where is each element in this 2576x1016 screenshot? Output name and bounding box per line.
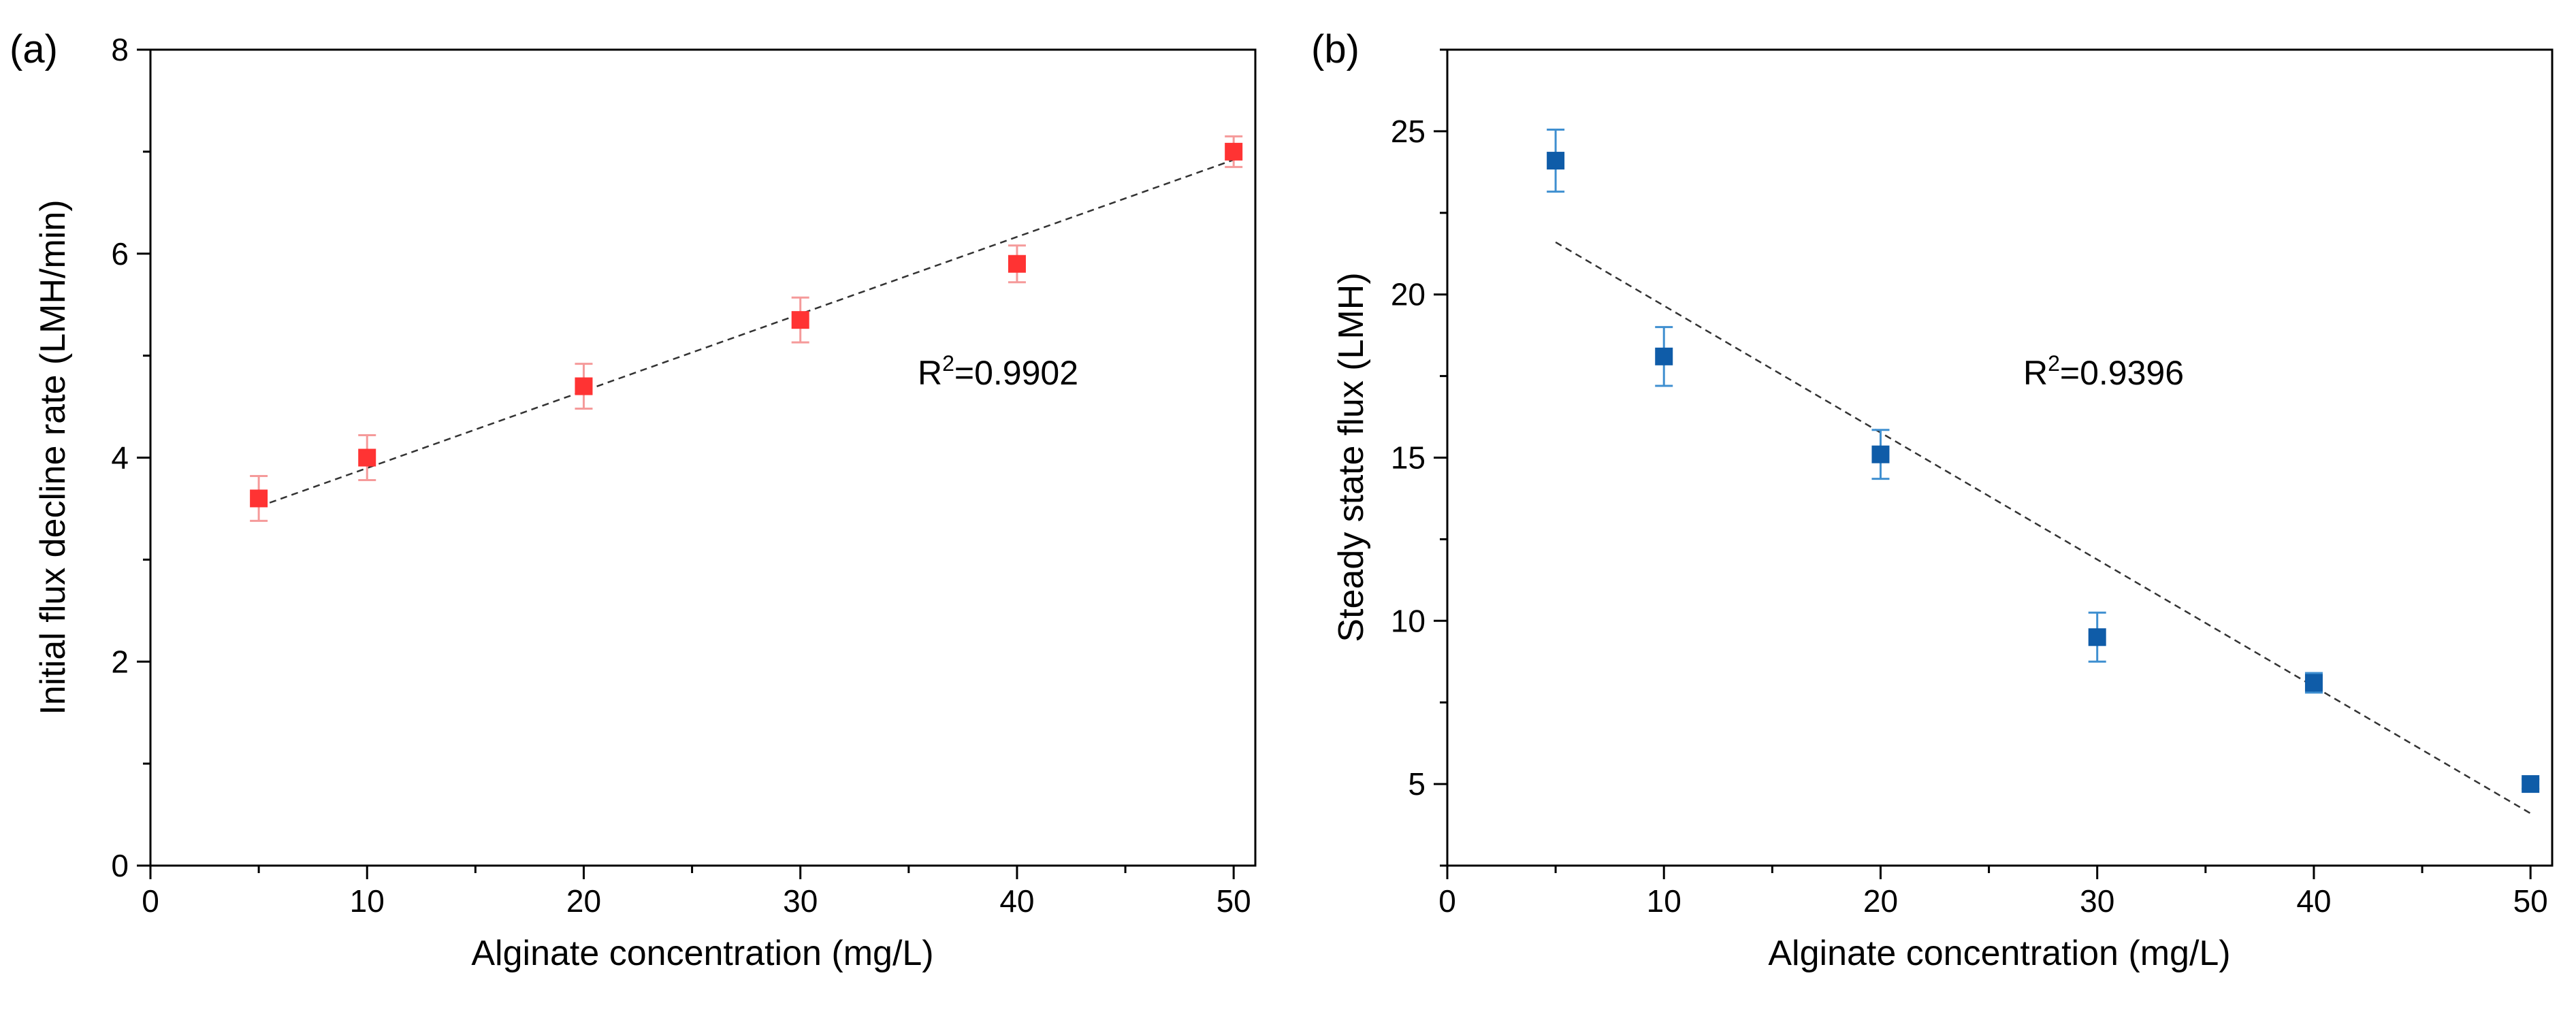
panel-b-y-tick-label: 10 [1391, 603, 1426, 638]
panel-a-y-tick-label: 2 [111, 644, 129, 679]
panel-b-point-layer [1547, 152, 2540, 793]
panel-b: (b) 0 10 20 30 40 50 5 10 15 20 25 Alginate concen… [1311, 27, 2554, 973]
panel-b-fit-layer [1555, 241, 2531, 815]
panel-a-x-tick-label: 40 [999, 883, 1034, 919]
panel-a-y-tick-label: 8 [111, 32, 129, 67]
panel-a-data-point [1225, 142, 1243, 161]
panel-a-y-tick-label: 4 [111, 440, 129, 476]
panel-b-x-tick-label: 20 [1863, 883, 1898, 919]
panel-b-errorbar-layer [1547, 129, 2540, 790]
panel-b-data-point [2088, 628, 2106, 646]
panel-a-y-tick-label: 6 [111, 236, 129, 272]
panel-a-point-layer [250, 142, 1243, 508]
panel-a-errorbar-layer [250, 135, 1243, 522]
panel-b-y-tick-label: 25 [1391, 114, 1426, 149]
panel-a-x-tick-label: 0 [142, 883, 159, 919]
panel-b-r2-sup: 2 [2048, 351, 2060, 376]
panel-a-r2-value: =0.9902 [954, 354, 1078, 392]
panel-a-r2-base: R [918, 354, 942, 392]
panel-b-label: (b) [1311, 27, 1359, 71]
panel-b-fit-line [1555, 241, 2531, 815]
panel-b-x-tick-label: 50 [2513, 883, 2548, 919]
panel-a-data-point [575, 377, 593, 395]
panel-b-tick-layer: 0 10 20 30 40 50 5 10 15 20 25 [1391, 48, 2548, 919]
panel-a-tick-layer: 0 10 20 30 40 50 0 2 4 6 8 [111, 32, 1251, 919]
panel-b-data-point [1871, 445, 1890, 463]
panel-a-fit-line [258, 159, 1234, 508]
panel-a-data-point [250, 489, 268, 508]
panel-a-r2-annotation: R2=0.9902 [918, 351, 1078, 392]
panel-a-y-axis-title: Initial flux decline rate (LMH/min) [33, 199, 73, 715]
panel-a-fit-layer [258, 159, 1234, 508]
panel-a-r2-sup: 2 [942, 351, 954, 376]
panel-b-y-tick-label: 5 [1408, 766, 1426, 802]
panel-a-data-point [791, 311, 809, 329]
panel-b-data-point [1547, 152, 1565, 170]
panel-b-data-point [1655, 347, 1673, 365]
panel-b-y-tick-label: 20 [1391, 277, 1426, 312]
panel-b-r2-annotation: R2=0.9396 [2023, 351, 2184, 392]
panel-b-y-axis-title: Steady state flux (LMH) [1332, 272, 1371, 642]
panel-a-label: (a) [10, 27, 58, 71]
panel-b-r2-base: R [2023, 354, 2048, 392]
panel-a-x-tick-label: 50 [1217, 883, 1251, 919]
panel-b-plot-frame [1446, 48, 2554, 867]
panel-a-data-point [358, 448, 376, 467]
panel-a-data-point [1008, 255, 1026, 273]
panel-a-plot-frame [149, 48, 1257, 867]
panel-b-data-point [2522, 775, 2540, 793]
panel-b-x-tick-label: 40 [2296, 883, 2331, 919]
panel-b-data-point [2304, 674, 2323, 692]
panel-a: (a) 0 10 20 30 40 50 0 2 4 6 8 Alginate concentrat… [10, 27, 1257, 973]
panel-b-x-tick-label: 10 [1647, 883, 1681, 919]
panel-a-x-tick-label: 30 [783, 883, 818, 919]
panel-b-x-axis-title: Alginate concentration (mg/L) [1768, 934, 2230, 973]
panel-a-y-tick-label: 0 [111, 848, 129, 883]
panel-b-x-tick-label: 0 [1438, 883, 1456, 919]
panel-b-y-tick-label: 15 [1391, 440, 1426, 476]
panel-b-r2-value: =0.9396 [2060, 354, 2184, 392]
panel-b-x-tick-label: 30 [2080, 883, 2114, 919]
panel-a-x-tick-label: 20 [566, 883, 601, 919]
panel-a-x-axis-title: Alginate concentration (mg/L) [471, 934, 933, 973]
panel-a-x-tick-label: 10 [350, 883, 385, 919]
